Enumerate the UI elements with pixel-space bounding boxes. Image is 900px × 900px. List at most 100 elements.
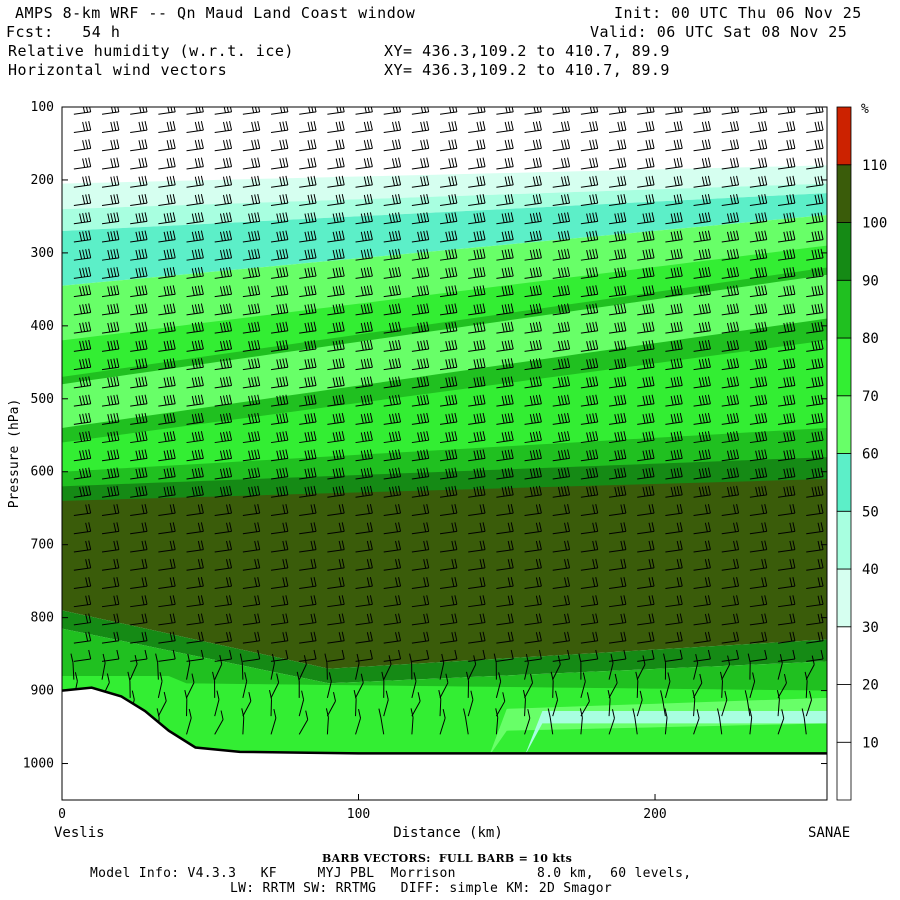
wind-barb	[214, 431, 233, 444]
wind-barb	[608, 558, 627, 571]
wind-barb	[411, 692, 421, 717]
wind-barb	[749, 376, 768, 389]
wind-barb	[580, 504, 599, 517]
wind-barb	[637, 394, 655, 407]
wind-barb	[158, 558, 176, 571]
wind-barb	[665, 230, 683, 243]
wind-barb	[524, 358, 542, 371]
wind-barb	[270, 467, 289, 480]
wind-barb	[73, 266, 92, 279]
wind-barb	[439, 358, 458, 371]
wind-barb	[608, 139, 627, 152]
colorbar-bin	[836, 626, 852, 685]
wind-barb	[439, 449, 458, 462]
wind-barb	[383, 631, 402, 644]
wind-barb	[637, 431, 655, 444]
wind-barb	[270, 339, 289, 352]
wind-barb	[130, 157, 148, 170]
wind-barb	[637, 376, 655, 389]
wind-barb	[524, 595, 542, 608]
wind-barb	[496, 157, 514, 170]
wind-barb	[580, 394, 599, 407]
wind-barb	[439, 157, 458, 170]
wind-barb	[693, 449, 711, 462]
wind-barb	[778, 121, 796, 134]
wind-barb	[439, 394, 458, 407]
wind-barb	[73, 631, 92, 644]
wind-barb	[214, 394, 233, 407]
wind-barb	[637, 157, 655, 170]
wind-barb	[355, 708, 362, 735]
wind-barb	[299, 157, 317, 170]
wind-barb	[411, 321, 430, 334]
wind-barb	[778, 504, 796, 517]
wind-barb	[101, 157, 120, 170]
wind-barb	[355, 139, 373, 152]
wind-barb	[212, 671, 216, 698]
wind-barb	[580, 121, 599, 134]
wind-barb	[552, 358, 571, 371]
wind-barb	[721, 157, 740, 170]
wind-barb	[101, 376, 120, 389]
wind-barb	[806, 266, 824, 279]
wind-barb	[468, 449, 486, 462]
wind-barb	[299, 266, 317, 279]
wind-barb	[158, 631, 176, 644]
wind-barb	[214, 175, 233, 188]
wind-barb	[806, 595, 824, 608]
wind-barb	[101, 412, 120, 425]
wind-barb	[524, 212, 542, 225]
wind-barb	[608, 175, 627, 188]
wind-barb	[439, 248, 458, 261]
wind-barb	[242, 522, 261, 535]
forecast-hour: Fcst: 54 h	[6, 23, 121, 41]
wind-barb	[327, 485, 345, 498]
wind-barb	[749, 613, 768, 626]
wind-barb	[552, 266, 571, 279]
wind-barb	[130, 248, 148, 261]
wind-barb	[468, 649, 486, 662]
wind-barb	[299, 285, 317, 298]
wind-barb	[468, 431, 486, 444]
wind-barb	[580, 558, 599, 571]
wind-barb	[411, 121, 430, 134]
wind-barb	[721, 230, 740, 243]
wind-barb	[580, 613, 599, 626]
wind-barb	[778, 649, 796, 662]
wind-barb	[214, 376, 233, 389]
wind-barb	[383, 285, 402, 298]
wind-barb	[721, 649, 740, 662]
wind-barb	[665, 175, 683, 188]
wind-barb	[130, 394, 148, 407]
wind-barb	[270, 595, 289, 608]
wind-barb	[186, 194, 204, 206]
wind-barb	[158, 157, 176, 170]
wind-barb	[721, 394, 740, 407]
wind-barb	[270, 121, 289, 134]
wind-barb	[468, 358, 486, 371]
wind-barb	[580, 412, 599, 425]
wind-barb	[186, 321, 204, 334]
wind-barb	[665, 321, 683, 334]
wind-barb	[749, 558, 768, 571]
wind-barb	[721, 339, 740, 352]
wind-barb	[637, 540, 655, 553]
colorbar-label: 110	[862, 158, 887, 174]
wind-barb	[299, 139, 317, 152]
wind-barb	[496, 121, 514, 134]
wind-barb	[468, 613, 486, 626]
wind-barb	[637, 230, 655, 243]
wind-barb	[270, 139, 289, 152]
wind-barb	[411, 394, 430, 407]
wind-barb	[157, 672, 163, 698]
wind-barb	[186, 376, 204, 389]
wind-barb	[270, 576, 289, 589]
wind-barb	[73, 522, 92, 535]
wind-barb	[580, 139, 599, 152]
wind-barb	[327, 540, 345, 553]
terrain	[61, 686, 827, 800]
wind-barb	[721, 285, 740, 298]
wind-barb	[130, 504, 148, 517]
wind-barb	[721, 248, 740, 261]
wind-barb	[327, 139, 345, 152]
